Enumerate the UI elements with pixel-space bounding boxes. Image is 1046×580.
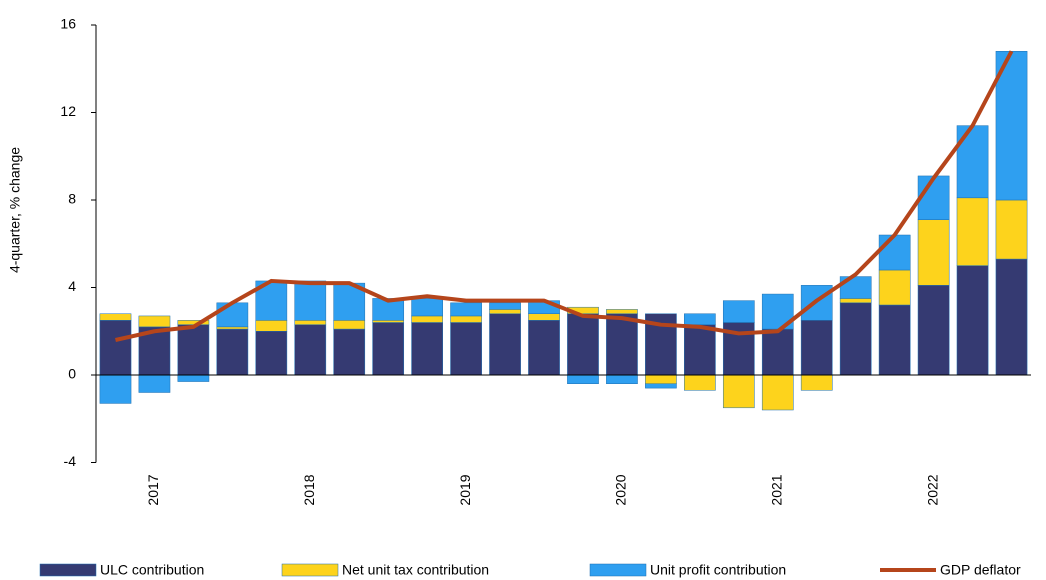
bar-segment (99, 374, 132, 404)
y-tick-label: 0 (68, 366, 76, 382)
y-tick-label: 16 (60, 16, 76, 32)
y-tick-label: 4 (68, 278, 76, 294)
bar-segment (606, 309, 638, 314)
x-tick-label: 2019 (457, 474, 473, 505)
bar-segment (177, 374, 210, 382)
bar-segment (99, 320, 132, 376)
bar-segment (995, 199, 1028, 260)
bar-segment (294, 320, 327, 325)
bar-segment (216, 326, 249, 330)
line-series (115, 50, 1014, 342)
x-tick-label: 2021 (768, 474, 784, 505)
bar-segment (372, 320, 405, 323)
bar-segment (450, 315, 482, 323)
bar-segment (684, 374, 716, 391)
bar-segment (761, 374, 794, 411)
bar-segment (722, 300, 755, 323)
x-tick-label: 2017 (145, 474, 161, 505)
bar-segment (761, 328, 794, 376)
bar-segment (99, 313, 132, 321)
bar-segment (294, 280, 327, 321)
bar-segment (411, 315, 443, 323)
y-axis-label: 4-quarter, % change (7, 147, 23, 273)
x-tick-label: 2020 (613, 474, 629, 505)
bar-segment (839, 302, 872, 376)
bar-segment (917, 285, 950, 376)
bar-segment (138, 315, 171, 328)
bar-segment (878, 234, 911, 271)
legend-swatch (39, 563, 97, 577)
bar-segment (255, 331, 288, 376)
bar-segment (216, 302, 249, 328)
bar-segment (333, 328, 366, 376)
bar-segment (255, 320, 288, 332)
bar-segment (138, 374, 171, 393)
legend-label: Unit profit contribution (650, 562, 786, 578)
x-tick-label: 2022 (924, 474, 940, 505)
bar-segment (567, 313, 599, 376)
bar-segment (722, 374, 755, 409)
bar-segment (294, 324, 327, 376)
bar-segment (216, 328, 249, 376)
bar-segment (645, 383, 677, 389)
bar-segment (606, 374, 638, 384)
bar-segment (956, 125, 989, 199)
bar-segment (995, 51, 1028, 201)
bar-segment (684, 324, 716, 376)
bar-segment (489, 309, 521, 314)
bar-segment (177, 324, 210, 376)
y-tick-label: 8 (68, 191, 76, 207)
bar-segment (684, 313, 716, 325)
bar-segment (411, 322, 443, 376)
legend-label: ULC contribution (100, 562, 204, 578)
bar-segment (839, 298, 872, 304)
bar-segment (956, 265, 989, 376)
y-tick-label: -4 (64, 453, 77, 469)
bar-segment (878, 304, 911, 376)
bar-segment (645, 374, 677, 384)
legend-swatch (281, 563, 339, 577)
legend-swatch (589, 563, 647, 577)
bar-segment (333, 320, 366, 330)
bar-segment (489, 302, 521, 310)
bar-segment (995, 258, 1028, 376)
bar-segment (800, 320, 833, 376)
bar-segment (489, 313, 521, 376)
bar-segment (956, 197, 989, 266)
bar-segment (528, 320, 560, 376)
bar-segment (372, 322, 405, 376)
bar-segment (450, 322, 482, 376)
legend-label: GDP deflator (940, 562, 1021, 578)
bar-segment (411, 298, 443, 317)
bar-segment (800, 374, 833, 391)
bar-segment (917, 175, 950, 220)
legend-label: Net unit tax contribution (342, 562, 489, 578)
bar-segment (450, 302, 482, 317)
bar-segment (878, 269, 911, 306)
bar-segment (528, 313, 560, 321)
bar-segment (567, 374, 599, 384)
bar-segment (606, 313, 638, 376)
bar-segment (917, 219, 950, 286)
x-tick-label: 2018 (301, 474, 317, 505)
y-tick-label: 12 (60, 103, 76, 119)
